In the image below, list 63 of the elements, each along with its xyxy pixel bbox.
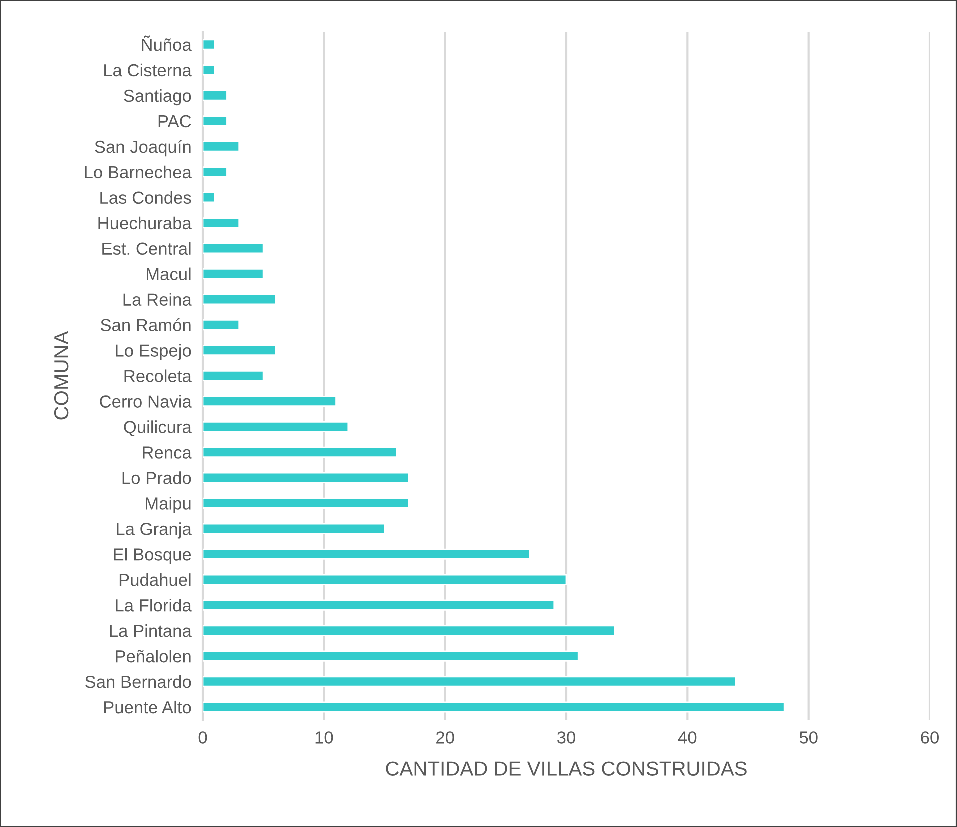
y-tick-label: San Bernardo — [86, 675, 192, 688]
x-tick-label: 30 — [558, 732, 576, 744]
bar — [203, 268, 264, 280]
x-tick-label: 0 — [198, 732, 208, 744]
bar — [203, 625, 616, 636]
bar — [203, 39, 216, 50]
y-tick-label: Las Condes — [100, 191, 192, 204]
bar — [203, 702, 786, 713]
y-tick-label: La Cisterna — [104, 64, 192, 77]
bar — [203, 344, 276, 356]
x-tick-label: 40 — [678, 732, 697, 744]
bar — [203, 243, 264, 254]
bar — [203, 600, 556, 611]
y-tick-label: San Ramón — [101, 318, 191, 332]
bar — [203, 192, 216, 204]
y-tick-label: Puente Alto — [104, 700, 192, 714]
bar — [203, 218, 240, 229]
y-tick-label: San Joaquín — [95, 140, 191, 157]
bar — [203, 64, 216, 76]
y-tick-label: Maipu — [146, 497, 191, 514]
bar — [203, 141, 240, 152]
y-tick-label: La Florida — [116, 599, 192, 612]
bar — [203, 650, 580, 662]
y-tick-label: Ñuñoa — [142, 36, 192, 52]
y-tick-label: La Reina — [124, 293, 192, 306]
y-tick-label: Lo Prado — [122, 472, 192, 484]
y-tick-label: Peñalolen — [116, 650, 191, 663]
y-tick-label: Lo Barnechea — [85, 166, 192, 179]
x-tick-label: 20 — [436, 732, 454, 744]
bar — [203, 320, 240, 331]
bar — [203, 116, 228, 127]
y-axis-title: COMUNA — [54, 331, 69, 420]
y-tick-label: Cerro Navia — [100, 395, 192, 408]
bar — [203, 523, 386, 534]
y-tick-label: Est. Central — [102, 242, 191, 256]
x-tick-label: 10 — [316, 732, 334, 744]
y-tick-label: Lo Espejo — [116, 344, 192, 360]
bar — [203, 370, 264, 382]
bar — [203, 574, 568, 586]
y-tick-label: Renca — [143, 446, 192, 459]
y-tick-label: PAC — [158, 115, 192, 128]
y-tick-label: La Granja — [117, 522, 192, 539]
bar — [203, 548, 531, 560]
bar — [203, 472, 410, 484]
bar — [203, 498, 410, 509]
bar — [203, 421, 350, 432]
y-tick-label: Santiago — [124, 89, 192, 106]
x-tick-label: 60 — [921, 732, 939, 744]
y-tick-label: Macul — [147, 268, 191, 281]
bar — [203, 396, 337, 408]
y-tick-label: Recoleta — [124, 370, 192, 382]
bar — [203, 166, 228, 178]
x-tick-label: 50 — [800, 732, 818, 744]
y-tick-label: Huechuraba — [98, 216, 192, 230]
bar — [203, 676, 737, 688]
y-tick-label: El Bosque — [114, 548, 192, 564]
bar — [203, 446, 398, 458]
x-axis-title: CANTIDAD DE VILLAS CONSTRUIDAS — [386, 762, 747, 776]
y-tick-label: Pudahuel — [120, 574, 191, 586]
bar — [203, 90, 228, 102]
y-tick-label: La Pintana — [110, 624, 192, 638]
bar — [203, 294, 276, 306]
y-tick-label: Quilicura — [124, 420, 192, 437]
